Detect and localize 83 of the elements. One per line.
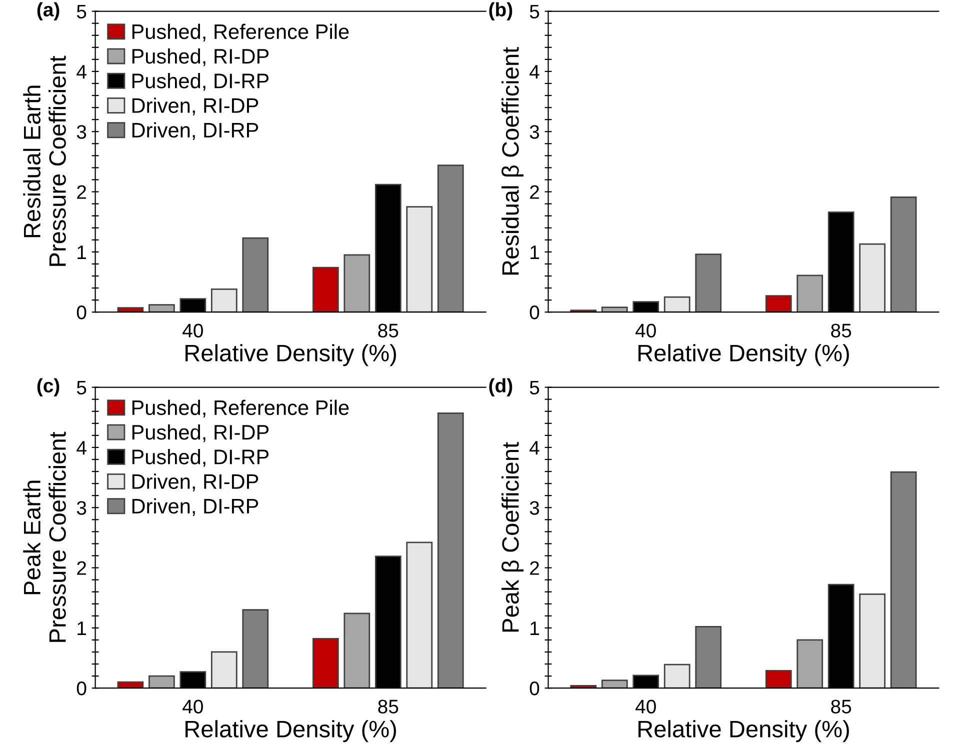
- x-axis-title: Relative Density (%): [638, 720, 849, 742]
- bar: [406, 206, 433, 312]
- y-axis-title: Residual Earth Pressure Coefficient: [23, 56, 66, 266]
- bar: [664, 664, 690, 688]
- y-tick-label: 4: [530, 441, 540, 454]
- y-tick-label: 4: [76, 441, 86, 454]
- bar: [765, 295, 792, 312]
- y-tick-label: 2: [530, 185, 539, 199]
- bar: [664, 296, 690, 312]
- y-axis-title: Peak β Coefficient: [502, 442, 524, 632]
- legend-label: Pushed, Reference Pile: [132, 24, 349, 42]
- bar: [210, 651, 238, 688]
- y-tick-label: 1: [78, 246, 86, 259]
- legend-label: Pushed, RI-DP: [132, 424, 269, 442]
- bar: [312, 266, 339, 312]
- y-tick-label: 1: [78, 622, 86, 635]
- x-tick-label: 85: [378, 700, 398, 714]
- y-tick-label: 5: [76, 380, 86, 395]
- legend-label: Driven, RI-DP: [132, 98, 258, 116]
- bar: [148, 304, 175, 312]
- bar: [242, 609, 269, 688]
- x-axis-title: Relative Density (%): [186, 344, 396, 366]
- legend-label: Driven, RI-DP: [132, 474, 258, 492]
- x-tick-label: 40: [635, 324, 656, 338]
- legend-label: Pushed, RI-DP: [132, 48, 269, 66]
- bar: [890, 471, 917, 688]
- y-tick-label: 5: [530, 380, 540, 395]
- x-tick-label: 40: [635, 700, 656, 714]
- bar: [312, 638, 339, 688]
- y-tick-label: 3: [530, 501, 540, 515]
- bar: [859, 594, 886, 688]
- bar: [890, 196, 917, 312]
- x-tick-label: 85: [378, 324, 398, 338]
- x-axis-title: Relative Density (%): [638, 344, 849, 366]
- chart-title: (d): [489, 378, 512, 396]
- y-tick-label: 3: [76, 125, 86, 139]
- bar: [344, 612, 370, 688]
- y-tick-label: 0: [530, 306, 540, 320]
- bar: [437, 412, 464, 688]
- y-tick-label: 3: [530, 125, 540, 139]
- legend-label: Pushed, Reference Pile: [132, 400, 349, 418]
- bar: [437, 164, 464, 312]
- x-tick-label: 85: [831, 700, 852, 714]
- y-tick-label: 5: [76, 4, 86, 19]
- chart-title: (b): [489, 2, 512, 20]
- y-tick-label: 0: [76, 306, 86, 320]
- y-tick-label: 0: [530, 682, 540, 696]
- chart-title: (a): [37, 2, 60, 20]
- x-tick-label: 40: [182, 700, 203, 714]
- legend-label: Driven, DI-RP: [132, 122, 258, 140]
- y-tick-label: 2: [530, 561, 539, 575]
- bar: [695, 254, 722, 312]
- y-tick-label: 3: [76, 501, 86, 515]
- bar: [406, 542, 433, 688]
- y-tick-label: 4: [530, 65, 540, 78]
- bar: [117, 307, 144, 312]
- legend-label: Pushed, DI-RP: [132, 73, 269, 91]
- bar: [859, 243, 886, 312]
- y-axis-title: Peak Earth Pressure Coefficient: [23, 432, 66, 642]
- bar: [601, 306, 628, 312]
- y-tick-label: 1: [530, 622, 539, 635]
- y-tick-label: 1: [530, 246, 539, 259]
- bar: [601, 680, 628, 688]
- y-tick-label: 2: [77, 185, 86, 199]
- x-tick-label: 40: [182, 324, 203, 338]
- y-tick-label: 2: [77, 561, 86, 575]
- bar: [695, 626, 722, 688]
- bar: [148, 675, 175, 688]
- x-tick-label: 85: [831, 324, 852, 338]
- y-tick-label: 5: [530, 4, 540, 19]
- bar: [796, 274, 824, 312]
- x-axis-title: Relative Density (%): [186, 720, 396, 742]
- y-tick-label: 0: [76, 682, 86, 696]
- bar: [242, 237, 269, 312]
- bar: [765, 670, 792, 688]
- bar: [344, 254, 370, 312]
- y-tick-label: 4: [76, 65, 86, 78]
- legend-label: Pushed, DI-RP: [132, 449, 269, 467]
- chart-title: (c): [37, 378, 60, 396]
- y-axis-title: Residual β Coefficient: [502, 46, 524, 275]
- legend-label: Driven, DI-RP: [132, 498, 258, 516]
- bar: [210, 288, 238, 312]
- bar: [796, 639, 824, 688]
